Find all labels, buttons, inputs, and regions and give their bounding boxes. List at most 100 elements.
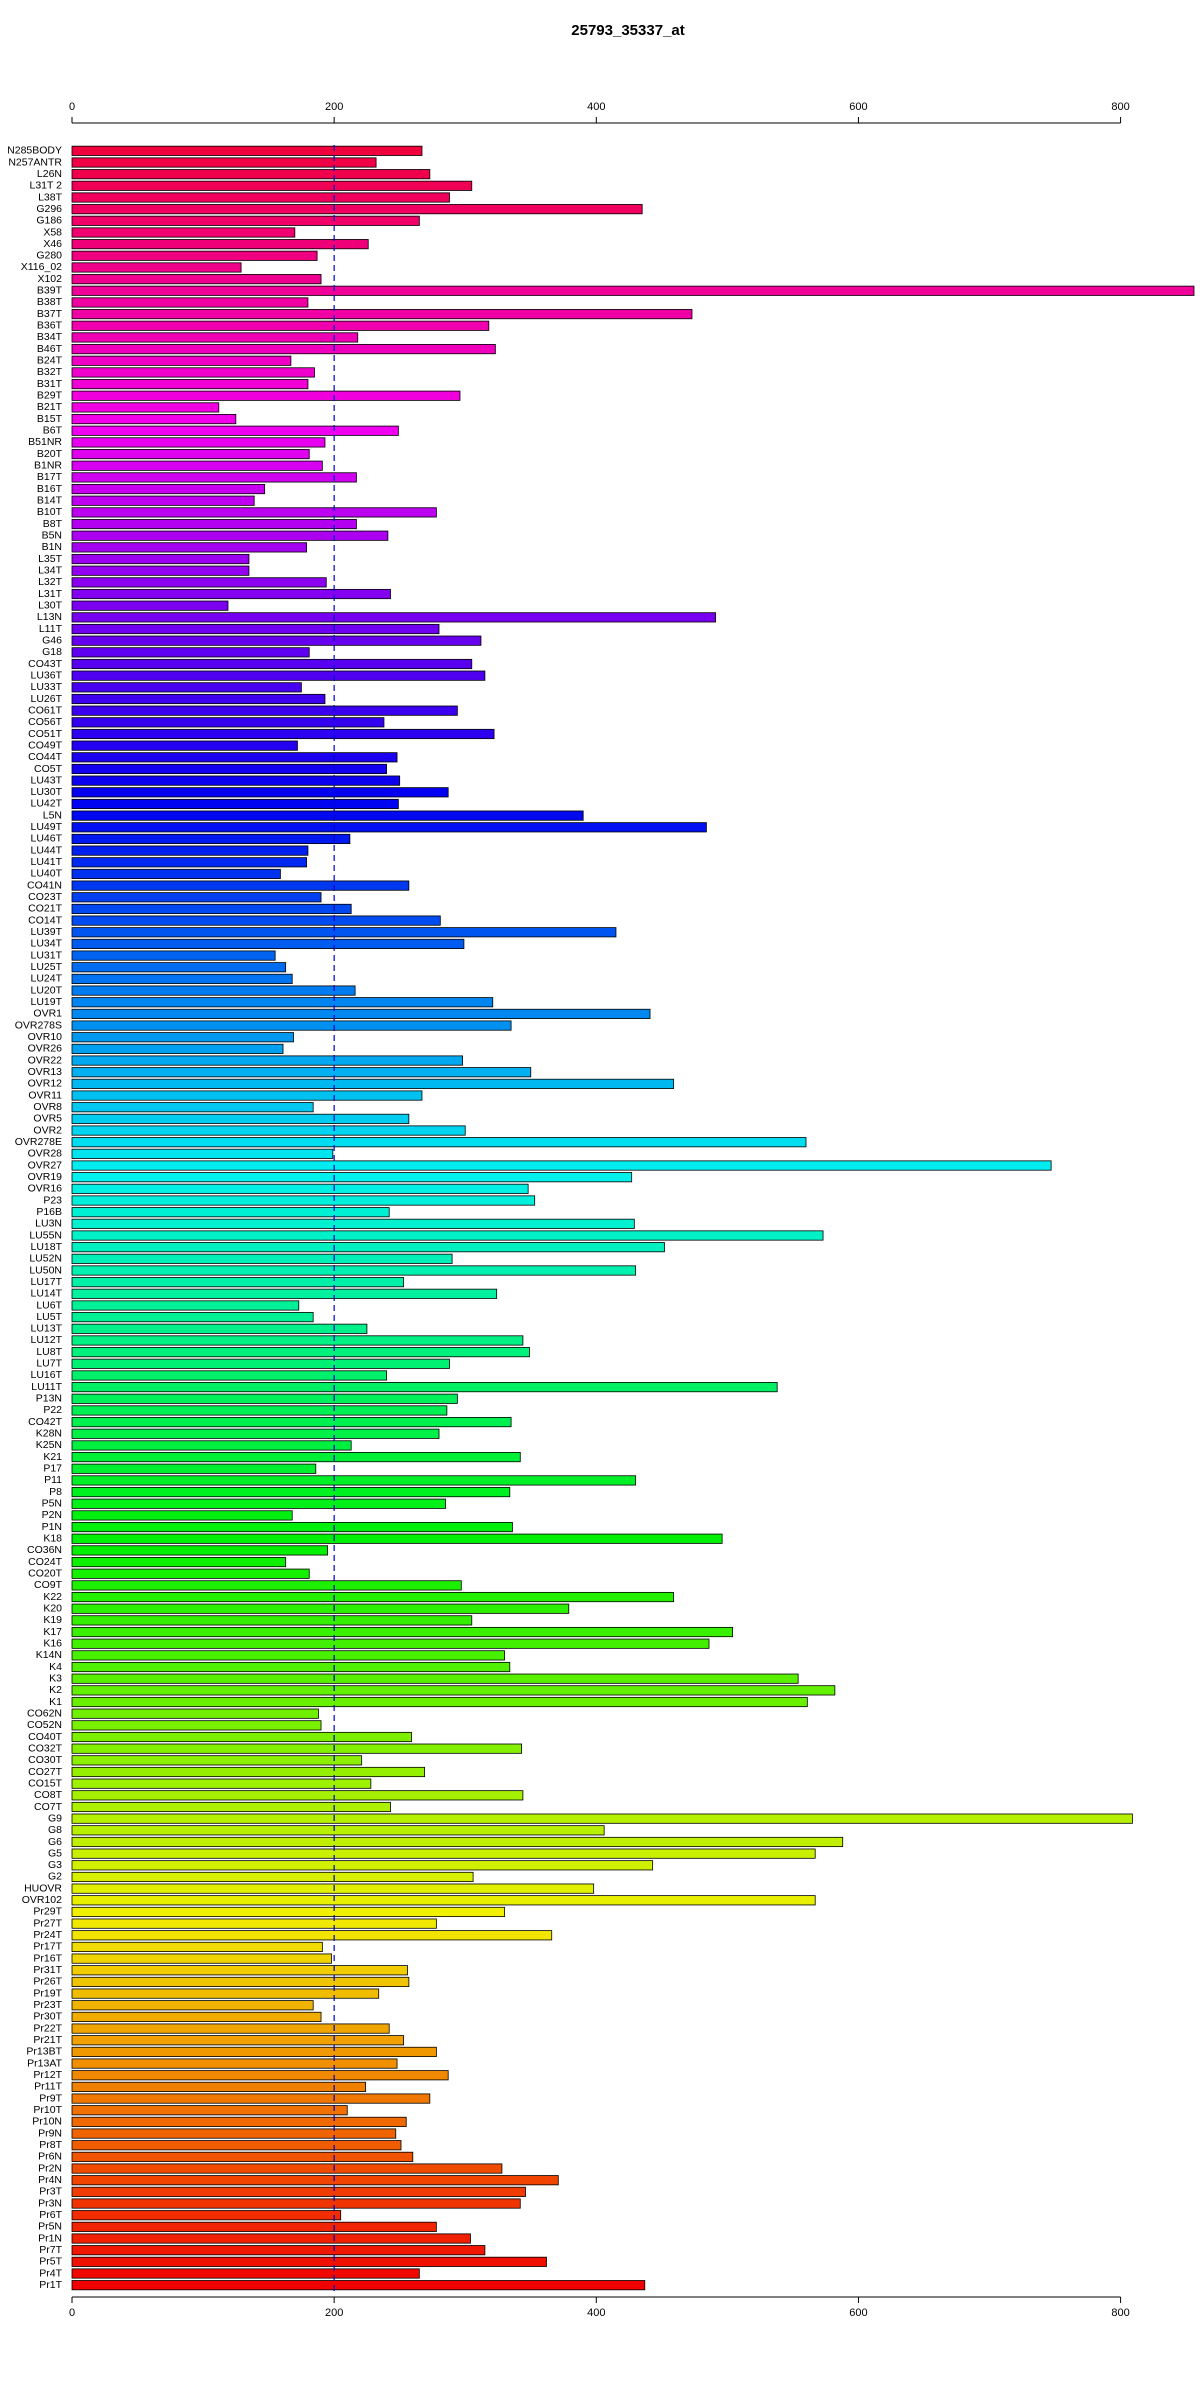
category-label: LU36T (30, 669, 62, 681)
category-label: K16 (43, 1637, 62, 1649)
category-label: X102 (37, 273, 62, 285)
bar (71, 1020, 512, 1031)
bar (71, 460, 323, 471)
category-label: B29T (37, 390, 63, 402)
bar (71, 472, 357, 483)
category-label: CO24T (28, 1556, 62, 1568)
bar (71, 145, 423, 156)
category-label: LU34T (30, 938, 62, 950)
category-label: Pr23T (33, 1999, 62, 2011)
bar (71, 1918, 437, 1929)
bar (71, 1836, 844, 1848)
bar (71, 822, 707, 833)
category-label: CO49T (28, 739, 62, 751)
category-label: K21 (43, 1451, 62, 1463)
category-label: CO8T (34, 1789, 63, 1801)
x-tick-label: 200 (325, 101, 343, 113)
category-label: P11 (44, 1474, 62, 1486)
bar (71, 775, 401, 786)
x-tick-label: 600 (849, 101, 867, 113)
bar (71, 1195, 536, 1206)
bar (71, 530, 389, 541)
category-label: CO56T (28, 716, 62, 728)
bar (71, 157, 377, 168)
category-label: CO51T (28, 728, 62, 740)
bar (71, 1790, 524, 1801)
bar (71, 180, 473, 191)
category-label: P22 (43, 1404, 62, 1416)
bar (71, 717, 385, 728)
bar (71, 1860, 654, 1871)
bar (71, 1743, 522, 1754)
bar (71, 868, 281, 880)
bar (71, 1568, 310, 1579)
bar (71, 1382, 778, 1393)
category-label: CO41N (27, 879, 62, 891)
category-label: B5N (42, 529, 62, 541)
x-tick-label: 200 (325, 2307, 343, 2319)
bar (71, 1591, 675, 1603)
category-label: LU25T (30, 961, 62, 973)
bar (71, 2081, 367, 2092)
category-label: LU19T (30, 996, 62, 1008)
bar (71, 1848, 816, 1859)
category-label: B6T (43, 425, 63, 437)
category-label: LU26T (30, 693, 62, 705)
bar (71, 1580, 462, 1591)
category-label: K25N (36, 1439, 62, 1451)
bar (71, 1148, 334, 1159)
category-label: Pr17T (33, 1941, 62, 1953)
category-label: Pr6T (39, 2209, 62, 2221)
category-label: OVR102 (22, 1894, 62, 1906)
x-tick-label: 400 (587, 2307, 605, 2319)
category-label: LU8T (36, 1346, 62, 1358)
category-label: LU31T (30, 949, 62, 961)
category-label: Pr13BT (26, 2046, 62, 2058)
bar (71, 2035, 405, 2046)
bar (71, 518, 357, 530)
category-label: LU55N (29, 1229, 62, 1241)
bar (71, 880, 410, 891)
bar (71, 1207, 390, 1218)
category-label: N257ANTR (8, 156, 62, 168)
category-label: LU50N (29, 1264, 62, 1276)
bar (71, 1253, 453, 1264)
category-label: L11T (39, 623, 63, 635)
bar (71, 1941, 323, 1953)
category-label: B15T (37, 413, 63, 425)
category-label: G280 (36, 250, 62, 262)
category-label: CO44T (28, 751, 62, 763)
bar (71, 1650, 505, 1661)
bar (71, 600, 229, 611)
category-label: P23 (43, 1194, 62, 1206)
bar (71, 1113, 410, 1124)
bar (71, 2163, 503, 2174)
bar (71, 507, 437, 518)
category-label: L31T (38, 588, 63, 600)
category-label: G46 (42, 634, 62, 646)
category-label: LU6T (36, 1299, 62, 1311)
bar (71, 1638, 710, 1649)
bar (71, 1673, 799, 1684)
bar (71, 1755, 363, 1766)
bar (71, 1696, 808, 1708)
bar (71, 728, 495, 740)
bar (71, 2280, 646, 2291)
bar (71, 1067, 532, 1078)
bar (71, 1312, 314, 1323)
category-label: P17 (43, 1463, 62, 1475)
category-label: LU14T (30, 1288, 62, 1300)
category-label: CO52N (27, 1719, 62, 1731)
bar (71, 612, 716, 623)
bar (71, 927, 617, 938)
category-label: Pr4N (38, 2174, 62, 2186)
category-label: OVR278E (15, 1136, 62, 1148)
bar (71, 705, 458, 716)
bar (71, 2151, 414, 2162)
category-label: CO43T (28, 658, 62, 670)
bar (71, 2198, 521, 2209)
bar (71, 1405, 448, 1416)
category-label: Pr9T (39, 2092, 62, 2104)
category-label: LU43T (30, 774, 62, 786)
